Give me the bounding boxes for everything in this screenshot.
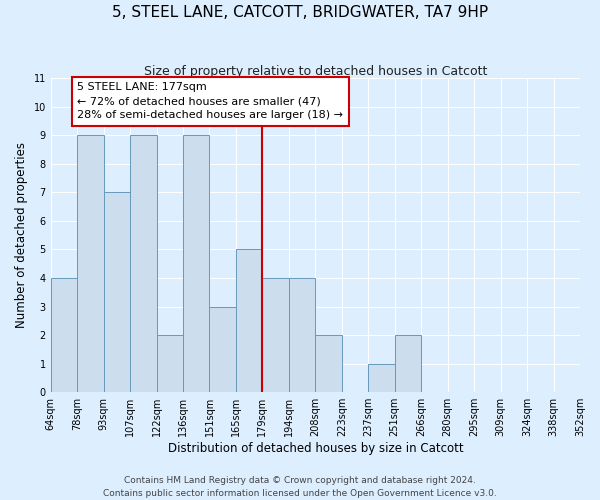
Bar [395, 335, 421, 392]
Bar [183, 135, 209, 392]
Text: 5, STEEL LANE, CATCOTT, BRIDGWATER, TA7 9HP: 5, STEEL LANE, CATCOTT, BRIDGWATER, TA7 … [112, 5, 488, 20]
X-axis label: Distribution of detached houses by size in Catcott: Distribution of detached houses by size … [167, 442, 463, 455]
Text: Contains HM Land Registry data © Crown copyright and database right 2024.
Contai: Contains HM Land Registry data © Crown c… [103, 476, 497, 498]
Bar [236, 250, 262, 392]
Bar [104, 192, 130, 392]
Bar [316, 335, 342, 392]
Bar [262, 278, 289, 392]
Text: 5 STEEL LANE: 177sqm
← 72% of detached houses are smaller (47)
28% of semi-detac: 5 STEEL LANE: 177sqm ← 72% of detached h… [77, 82, 343, 120]
Title: Size of property relative to detached houses in Catcott: Size of property relative to detached ho… [143, 65, 487, 78]
Y-axis label: Number of detached properties: Number of detached properties [15, 142, 28, 328]
Bar [157, 335, 183, 392]
Bar [289, 278, 316, 392]
Bar [209, 306, 236, 392]
Bar [368, 364, 395, 392]
Bar [77, 135, 104, 392]
Bar [130, 135, 157, 392]
Bar [50, 278, 77, 392]
